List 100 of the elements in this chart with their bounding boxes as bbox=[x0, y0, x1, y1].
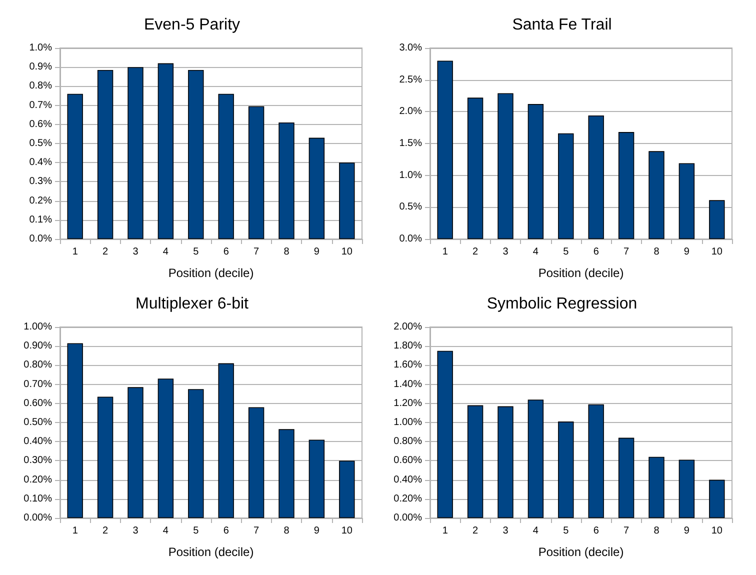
x-tick-label: 6 bbox=[593, 246, 600, 258]
y-tick-label: 0.9% bbox=[29, 62, 52, 73]
bar bbox=[339, 162, 355, 239]
y-tick-label: 0.2% bbox=[29, 195, 52, 206]
y-tick-label: 0.40% bbox=[394, 474, 422, 486]
bar bbox=[97, 70, 114, 239]
x-tick-label: 2 bbox=[102, 246, 109, 258]
chart-title: Santa Fe Trail bbox=[512, 16, 612, 34]
x-tick-label: 1 bbox=[72, 526, 78, 536]
y-tick-label: 0.90% bbox=[24, 340, 52, 352]
chart-title: Even-5 Parity bbox=[144, 16, 240, 34]
y-tick-label: 0.80% bbox=[24, 360, 52, 371]
x-tick-label: 10 bbox=[711, 526, 723, 536]
bar bbox=[97, 396, 114, 518]
y-tick-label: 0.30% bbox=[24, 455, 52, 466]
x-tick-label: 6 bbox=[593, 526, 600, 536]
y-tick-label: 0.5% bbox=[399, 202, 422, 213]
x-tick-label: 5 bbox=[563, 526, 570, 536]
y-tick-label: 2.5% bbox=[399, 74, 422, 86]
x-tick-label: 2 bbox=[472, 246, 479, 258]
bar bbox=[218, 94, 234, 239]
y-tick-label: 0.8% bbox=[29, 80, 52, 92]
x-tick-label: 9 bbox=[314, 246, 320, 258]
bar bbox=[308, 440, 325, 518]
x-tick-label: 4 bbox=[162, 526, 169, 536]
bar bbox=[467, 405, 484, 518]
y-tick-label: 0.7% bbox=[29, 100, 52, 111]
y-tick-label: 0.10% bbox=[24, 493, 52, 504]
x-tick-label: 7 bbox=[254, 526, 260, 536]
x-tick-label: 3 bbox=[132, 246, 139, 258]
x-tick-label: 5 bbox=[193, 246, 200, 258]
x-tick-label: 8 bbox=[654, 526, 660, 536]
chart-title: Symbolic Regression bbox=[486, 296, 638, 312]
y-tick-label: 0.80% bbox=[394, 436, 422, 448]
x-tick-label: 8 bbox=[284, 526, 290, 536]
y-tick-label: 0.1% bbox=[29, 214, 52, 226]
bar bbox=[528, 104, 544, 239]
bar bbox=[278, 122, 294, 239]
bar bbox=[467, 98, 484, 239]
y-tick-label: 0.0% bbox=[29, 234, 52, 244]
x-tick-label: 4 bbox=[532, 246, 539, 258]
x-tick-label: 6 bbox=[223, 526, 230, 536]
bar bbox=[498, 406, 514, 518]
bar bbox=[648, 456, 664, 518]
x-tick-label: 3 bbox=[502, 526, 509, 536]
x-axis-title: Position (decile) bbox=[168, 266, 254, 280]
y-tick-label: 1.0% bbox=[399, 170, 422, 181]
y-tick-label: 1.60% bbox=[394, 360, 422, 371]
y-tick-label: 0.40% bbox=[24, 436, 52, 448]
bar bbox=[437, 350, 453, 518]
bar bbox=[678, 163, 695, 239]
y-tick-label: 0.6% bbox=[29, 118, 52, 130]
bar bbox=[158, 378, 174, 518]
y-tick-label: 2.00% bbox=[394, 322, 422, 332]
x-tick-label: 7 bbox=[254, 246, 260, 258]
bar bbox=[218, 363, 234, 518]
x-tick-label: 1 bbox=[442, 246, 448, 258]
bar bbox=[709, 480, 725, 518]
x-tick-label: 4 bbox=[532, 526, 539, 536]
y-tick-label: 1.80% bbox=[394, 340, 422, 352]
y-tick-label: 0.50% bbox=[24, 417, 52, 428]
x-axis-title: Position (decile) bbox=[538, 266, 624, 280]
bar bbox=[558, 133, 574, 239]
bar bbox=[188, 70, 204, 239]
y-tick-label: 0.20% bbox=[24, 474, 52, 486]
y-tick-label: 0.20% bbox=[394, 493, 422, 504]
y-tick-label: 0.70% bbox=[24, 378, 52, 390]
bar bbox=[339, 460, 355, 518]
x-tick-label: 3 bbox=[502, 246, 509, 258]
bar bbox=[618, 438, 634, 518]
bar bbox=[128, 387, 144, 518]
x-axis-title: Position (decile) bbox=[538, 545, 624, 559]
bar bbox=[678, 460, 695, 518]
x-tick-label: 2 bbox=[102, 526, 109, 536]
y-tick-label: 0.0% bbox=[399, 234, 422, 244]
y-tick-label: 1.00% bbox=[24, 322, 52, 332]
x-tick-label: 5 bbox=[563, 246, 570, 258]
x-tick-label: 8 bbox=[284, 246, 290, 258]
bar bbox=[128, 67, 144, 239]
bar bbox=[188, 389, 204, 518]
y-tick-label: 0.3% bbox=[29, 176, 52, 188]
bar bbox=[648, 151, 664, 239]
y-tick-label: 1.0% bbox=[29, 42, 52, 54]
bar bbox=[248, 407, 264, 518]
y-tick-label: 0.00% bbox=[394, 512, 422, 524]
x-tick-label: 9 bbox=[684, 246, 690, 258]
bar bbox=[248, 106, 264, 239]
x-tick-label: 9 bbox=[314, 526, 320, 536]
x-tick-label: 8 bbox=[654, 246, 660, 258]
bar bbox=[709, 200, 725, 239]
y-tick-label: 1.00% bbox=[394, 417, 422, 428]
y-tick-label: 1.5% bbox=[399, 138, 422, 149]
x-tick-label: 1 bbox=[442, 526, 448, 536]
y-tick-label: 2.0% bbox=[399, 106, 422, 118]
x-tick-label: 4 bbox=[162, 246, 169, 258]
y-tick-label: 1.20% bbox=[394, 398, 422, 409]
bar bbox=[618, 132, 634, 239]
y-tick-label: 0.60% bbox=[394, 455, 422, 466]
chart-title: Multiplexer 6-bit bbox=[136, 296, 250, 312]
bar bbox=[558, 422, 574, 518]
